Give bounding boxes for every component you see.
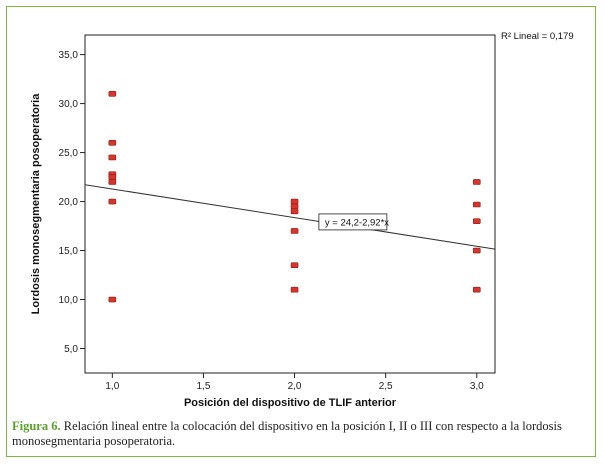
regression-equation: y = 24,2-2,92*x [325, 217, 389, 228]
data-point [290, 286, 299, 293]
data-point [290, 203, 299, 210]
caption-text: Relación lineal entre la colocación del … [12, 419, 562, 448]
data-point [472, 286, 481, 293]
x-tick-label: 1,5 [196, 381, 210, 392]
data-point [472, 201, 481, 208]
figure-caption: Figura 6. Relación lineal entre la coloc… [12, 419, 592, 449]
data-point [108, 174, 117, 180]
caption-label: Figura 6. [12, 419, 61, 433]
data-point [472, 218, 481, 224]
y-tick-label: 15,0 [59, 246, 79, 257]
data-point [290, 228, 299, 234]
data-point [108, 198, 117, 205]
x-axis-title: Posición del dispositivo de TLIF anterio… [184, 397, 397, 409]
x-tick-label: 2,5 [379, 381, 393, 392]
data-point [108, 154, 117, 161]
data-point [108, 179, 117, 185]
y-tick-label: 10,0 [59, 295, 79, 306]
data-point [108, 90, 117, 97]
figure-frame [6, 6, 596, 457]
data-point [472, 179, 481, 185]
data-point [108, 139, 117, 146]
data-point [290, 208, 299, 215]
data-point [472, 247, 481, 254]
y-tick-label: 30,0 [59, 99, 79, 110]
y-tick-label: 5,0 [64, 344, 78, 355]
r2-label: R² Lineal = 0,179 [501, 31, 574, 42]
x-tick-label: 3,0 [470, 381, 484, 392]
y-tick-label: 25,0 [59, 148, 79, 159]
x-tick-label: 1,0 [105, 381, 119, 392]
data-point [108, 296, 117, 303]
y-tick-label: 20,0 [59, 197, 79, 208]
y-axis-title: Lordosis monosegmentaria posoperatoria [30, 93, 42, 315]
data-point [290, 198, 299, 205]
equation-box [318, 213, 388, 231]
regression-line [84, 184, 496, 250]
x-tick-label: 2,0 [288, 381, 302, 392]
y-tick-label: 35,0 [59, 50, 79, 61]
data-point [290, 262, 299, 269]
plot-area [84, 34, 496, 374]
